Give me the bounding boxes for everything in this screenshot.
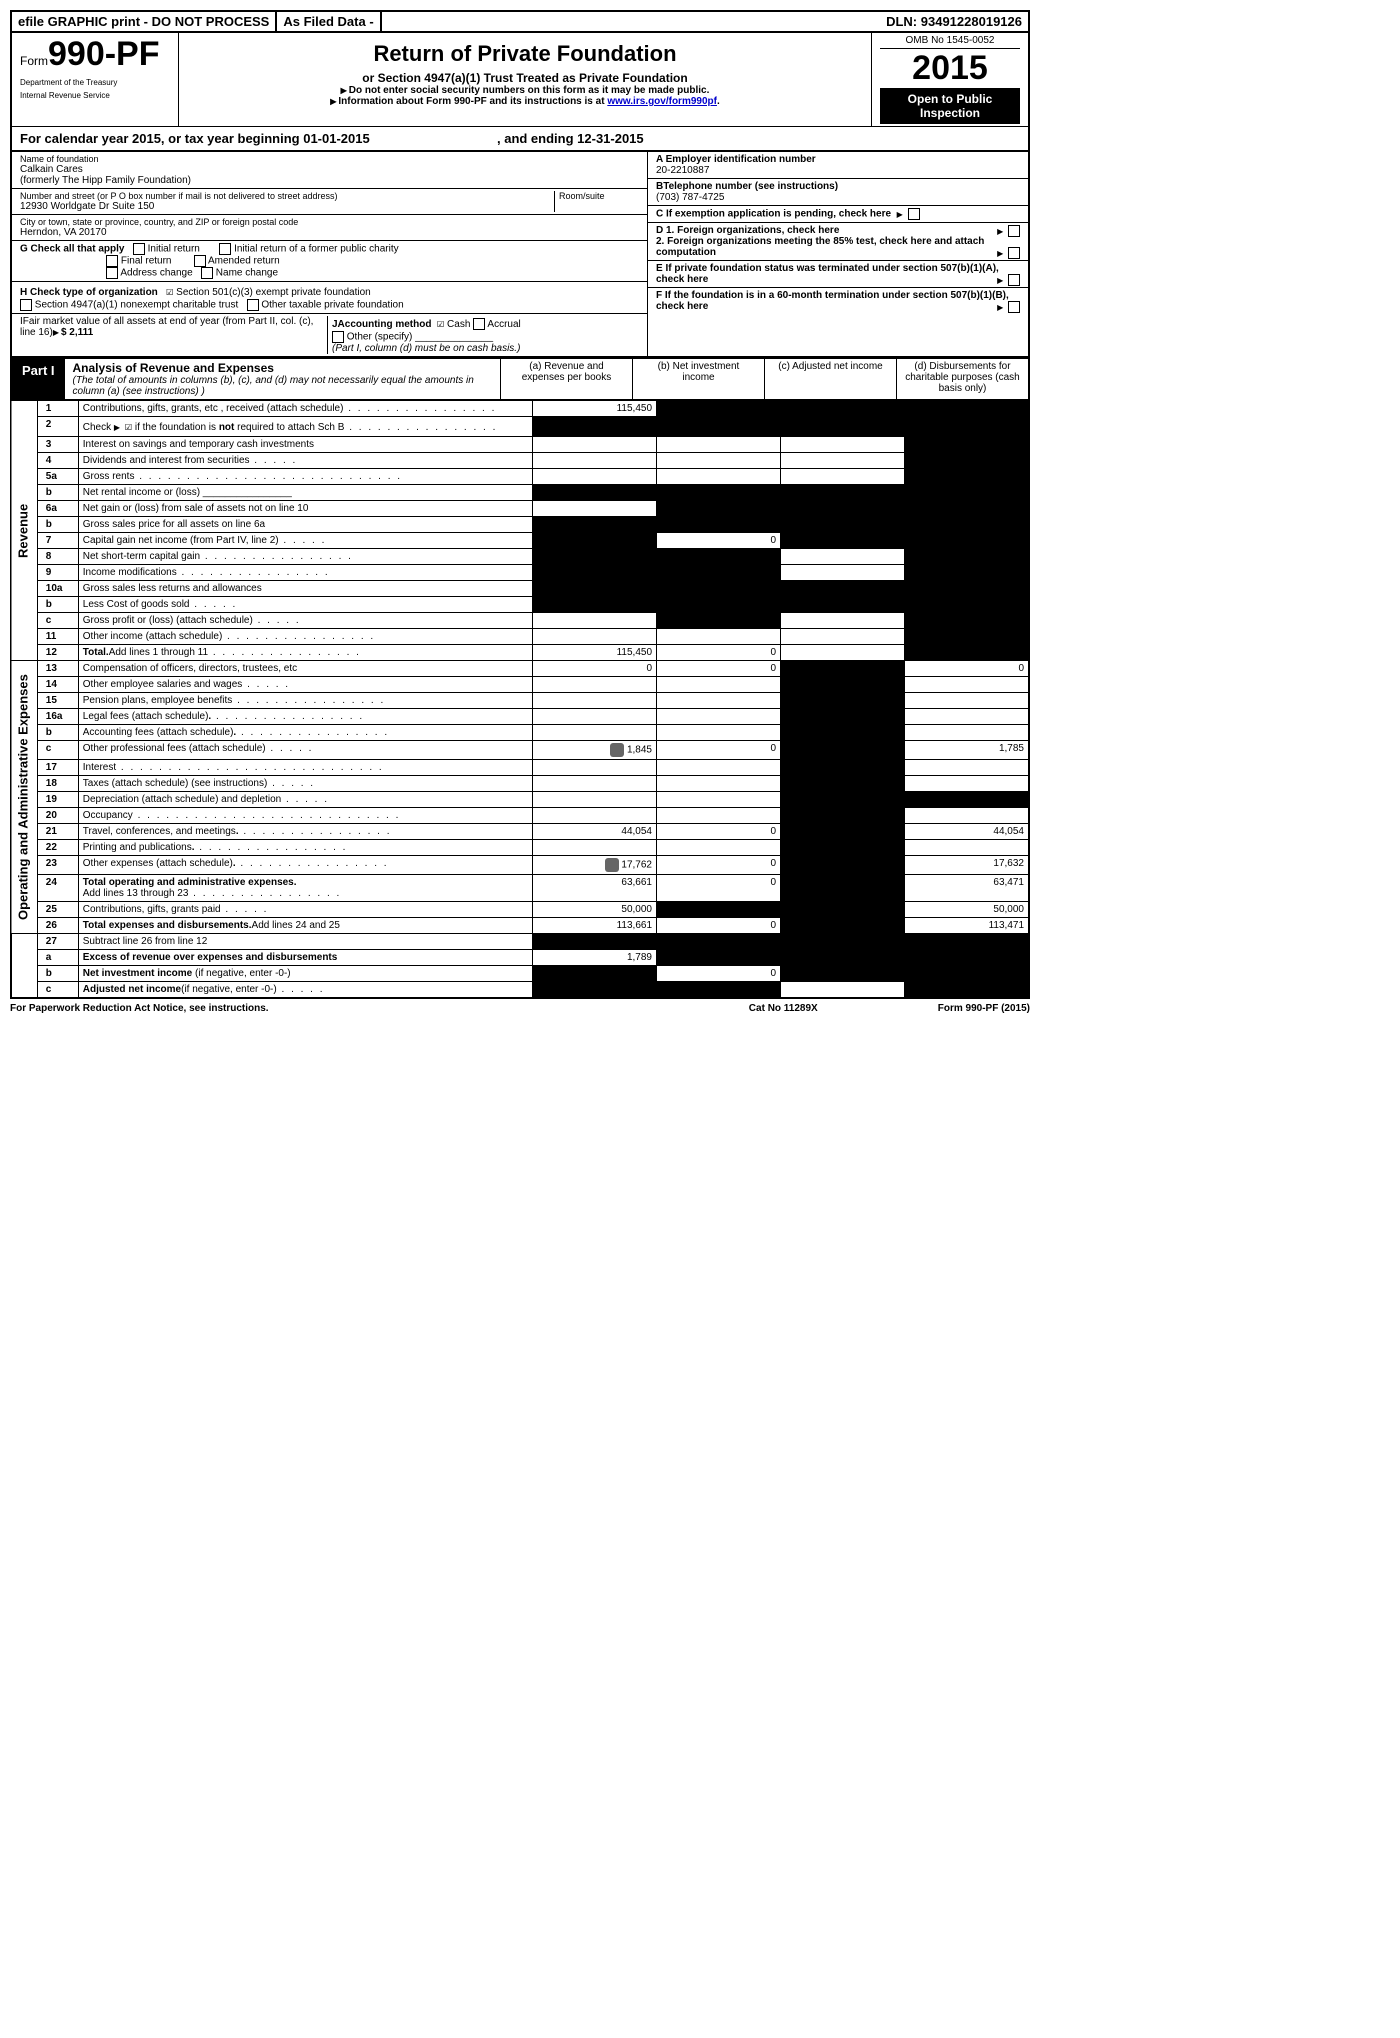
attachment-icon[interactable] — [605, 858, 619, 872]
ein: A Employer identification number 20-2210… — [648, 152, 1028, 179]
city: City or town, state or province, country… — [12, 215, 647, 241]
instructions-link[interactable]: www.irs.gov/form990pf — [607, 96, 717, 107]
section-f: F If the foundation is in a 60-month ter… — [648, 288, 1028, 314]
attachment-icon[interactable] — [610, 743, 624, 757]
section-ij: IFair market value of all assets at end … — [12, 314, 647, 356]
page-footer: For Paperwork Reduction Act Notice, see … — [10, 999, 1030, 1018]
top-bar: efile GRAPHIC print - DO NOT PROCESS As … — [10, 10, 1030, 33]
foundation-name: Name of foundation Calkain Cares (former… — [12, 152, 647, 189]
form-title: Return of Private Foundation or Section … — [179, 33, 871, 126]
address: Number and street (or P O box number if … — [12, 189, 647, 215]
telephone: BTelephone number (see instructions) (70… — [648, 179, 1028, 206]
revenue-expense-table: Revenue 1Contributions, gifts, grants, e… — [10, 400, 1030, 999]
as-filed: As Filed Data - — [277, 12, 381, 31]
form-box: Form990-PF Department of the Treasury In… — [12, 33, 179, 126]
section-c: C If exemption application is pending, c… — [648, 206, 1028, 223]
section-g: G Check all that apply Initial return In… — [12, 241, 647, 282]
section-d: D 1. Foreign organizations, check here 2… — [648, 223, 1028, 261]
part-i-header: Part I Analysis of Revenue and Expenses … — [10, 357, 1030, 400]
calendar-year: For calendar year 2015, or tax year begi… — [10, 126, 1030, 152]
efile-notice: efile GRAPHIC print - DO NOT PROCESS — [12, 12, 277, 31]
section-e: E If private foundation status was termi… — [648, 261, 1028, 288]
section-h: H Check type of organization ☑ Section 5… — [12, 282, 647, 314]
year-box: OMB No 1545-0052 2015 Open to Public Ins… — [871, 33, 1028, 126]
dln: DLN: 93491228019126 — [880, 12, 1028, 31]
